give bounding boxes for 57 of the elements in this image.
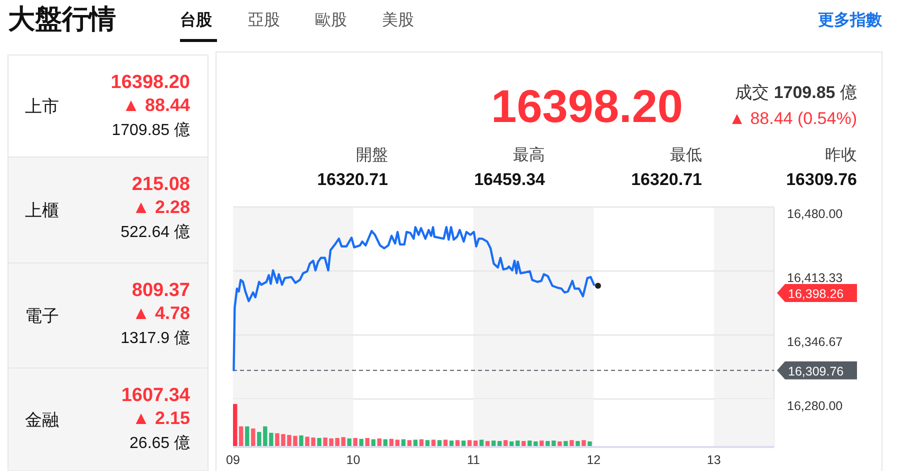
text: 更多指數: [818, 11, 883, 29]
x-tick-label: 09: [226, 453, 240, 467]
bar: [245, 426, 250, 447]
bar: [347, 438, 352, 447]
y-tick-label: 16,346.67: [787, 334, 843, 349]
text: 809.37: [132, 280, 190, 301]
text: ▲ 2.15: [132, 408, 190, 428]
bar: [233, 404, 238, 447]
bar: [299, 435, 304, 447]
bar: [582, 440, 586, 447]
text: 最高: [513, 146, 545, 164]
text: 開盤: [356, 146, 388, 164]
text: 最低: [670, 147, 702, 164]
text: 昨收: [825, 147, 857, 164]
text: 台股: [180, 11, 213, 29]
x-tick-label: 10: [346, 453, 360, 467]
bar: [353, 438, 358, 447]
text: 美股: [382, 11, 414, 29]
bar: [317, 438, 322, 447]
bar: [570, 440, 574, 447]
text: 26.65 億: [130, 434, 190, 452]
bar: [540, 440, 544, 447]
x-tick-label: 12: [586, 453, 601, 467]
y-tick-label: 16,480.00: [787, 207, 843, 221]
text: 215.08: [132, 174, 190, 195]
text: 16398.20: [110, 72, 190, 93]
x-tick-label: 13: [706, 453, 721, 467]
y-tick-label: 16,280.00: [787, 399, 843, 413]
bar: [239, 426, 244, 447]
x-tick-label: 11: [466, 453, 480, 467]
text: 大盤行情: [8, 4, 116, 34]
ref-line-label: 16,309.76: [788, 364, 844, 378]
bar: [365, 438, 370, 447]
text: 16459.34: [474, 170, 546, 189]
text: 16,398.26: [788, 287, 844, 301]
text: 16398.20: [491, 80, 683, 132]
y-tick-label: 16,413.33: [787, 271, 843, 286]
text: 16320.71: [317, 170, 388, 189]
text: ▲ 88.44: [122, 95, 190, 115]
text: 電子: [25, 306, 59, 326]
text: 16309.76: [786, 170, 857, 189]
text: 亞股: [248, 12, 280, 29]
text: 522.64 億: [120, 223, 190, 241]
text: 金融: [25, 410, 59, 430]
text: 上櫃: [25, 201, 59, 220]
text: ▲ 88.44 (0.54%): [728, 109, 857, 128]
text: 16320.71: [631, 170, 702, 189]
text: ▲ 2.28: [132, 197, 190, 217]
bar: [359, 438, 364, 447]
text: 1317.9 億: [120, 329, 190, 347]
text: 成交 1709.85 億: [735, 83, 857, 102]
text: 1709.85 億: [112, 121, 190, 139]
text: 1607.34: [121, 385, 190, 406]
text: 歐股: [315, 12, 347, 29]
bar: [251, 428, 256, 447]
text: 上市: [25, 97, 59, 116]
text: ▲ 4.78: [132, 303, 190, 323]
